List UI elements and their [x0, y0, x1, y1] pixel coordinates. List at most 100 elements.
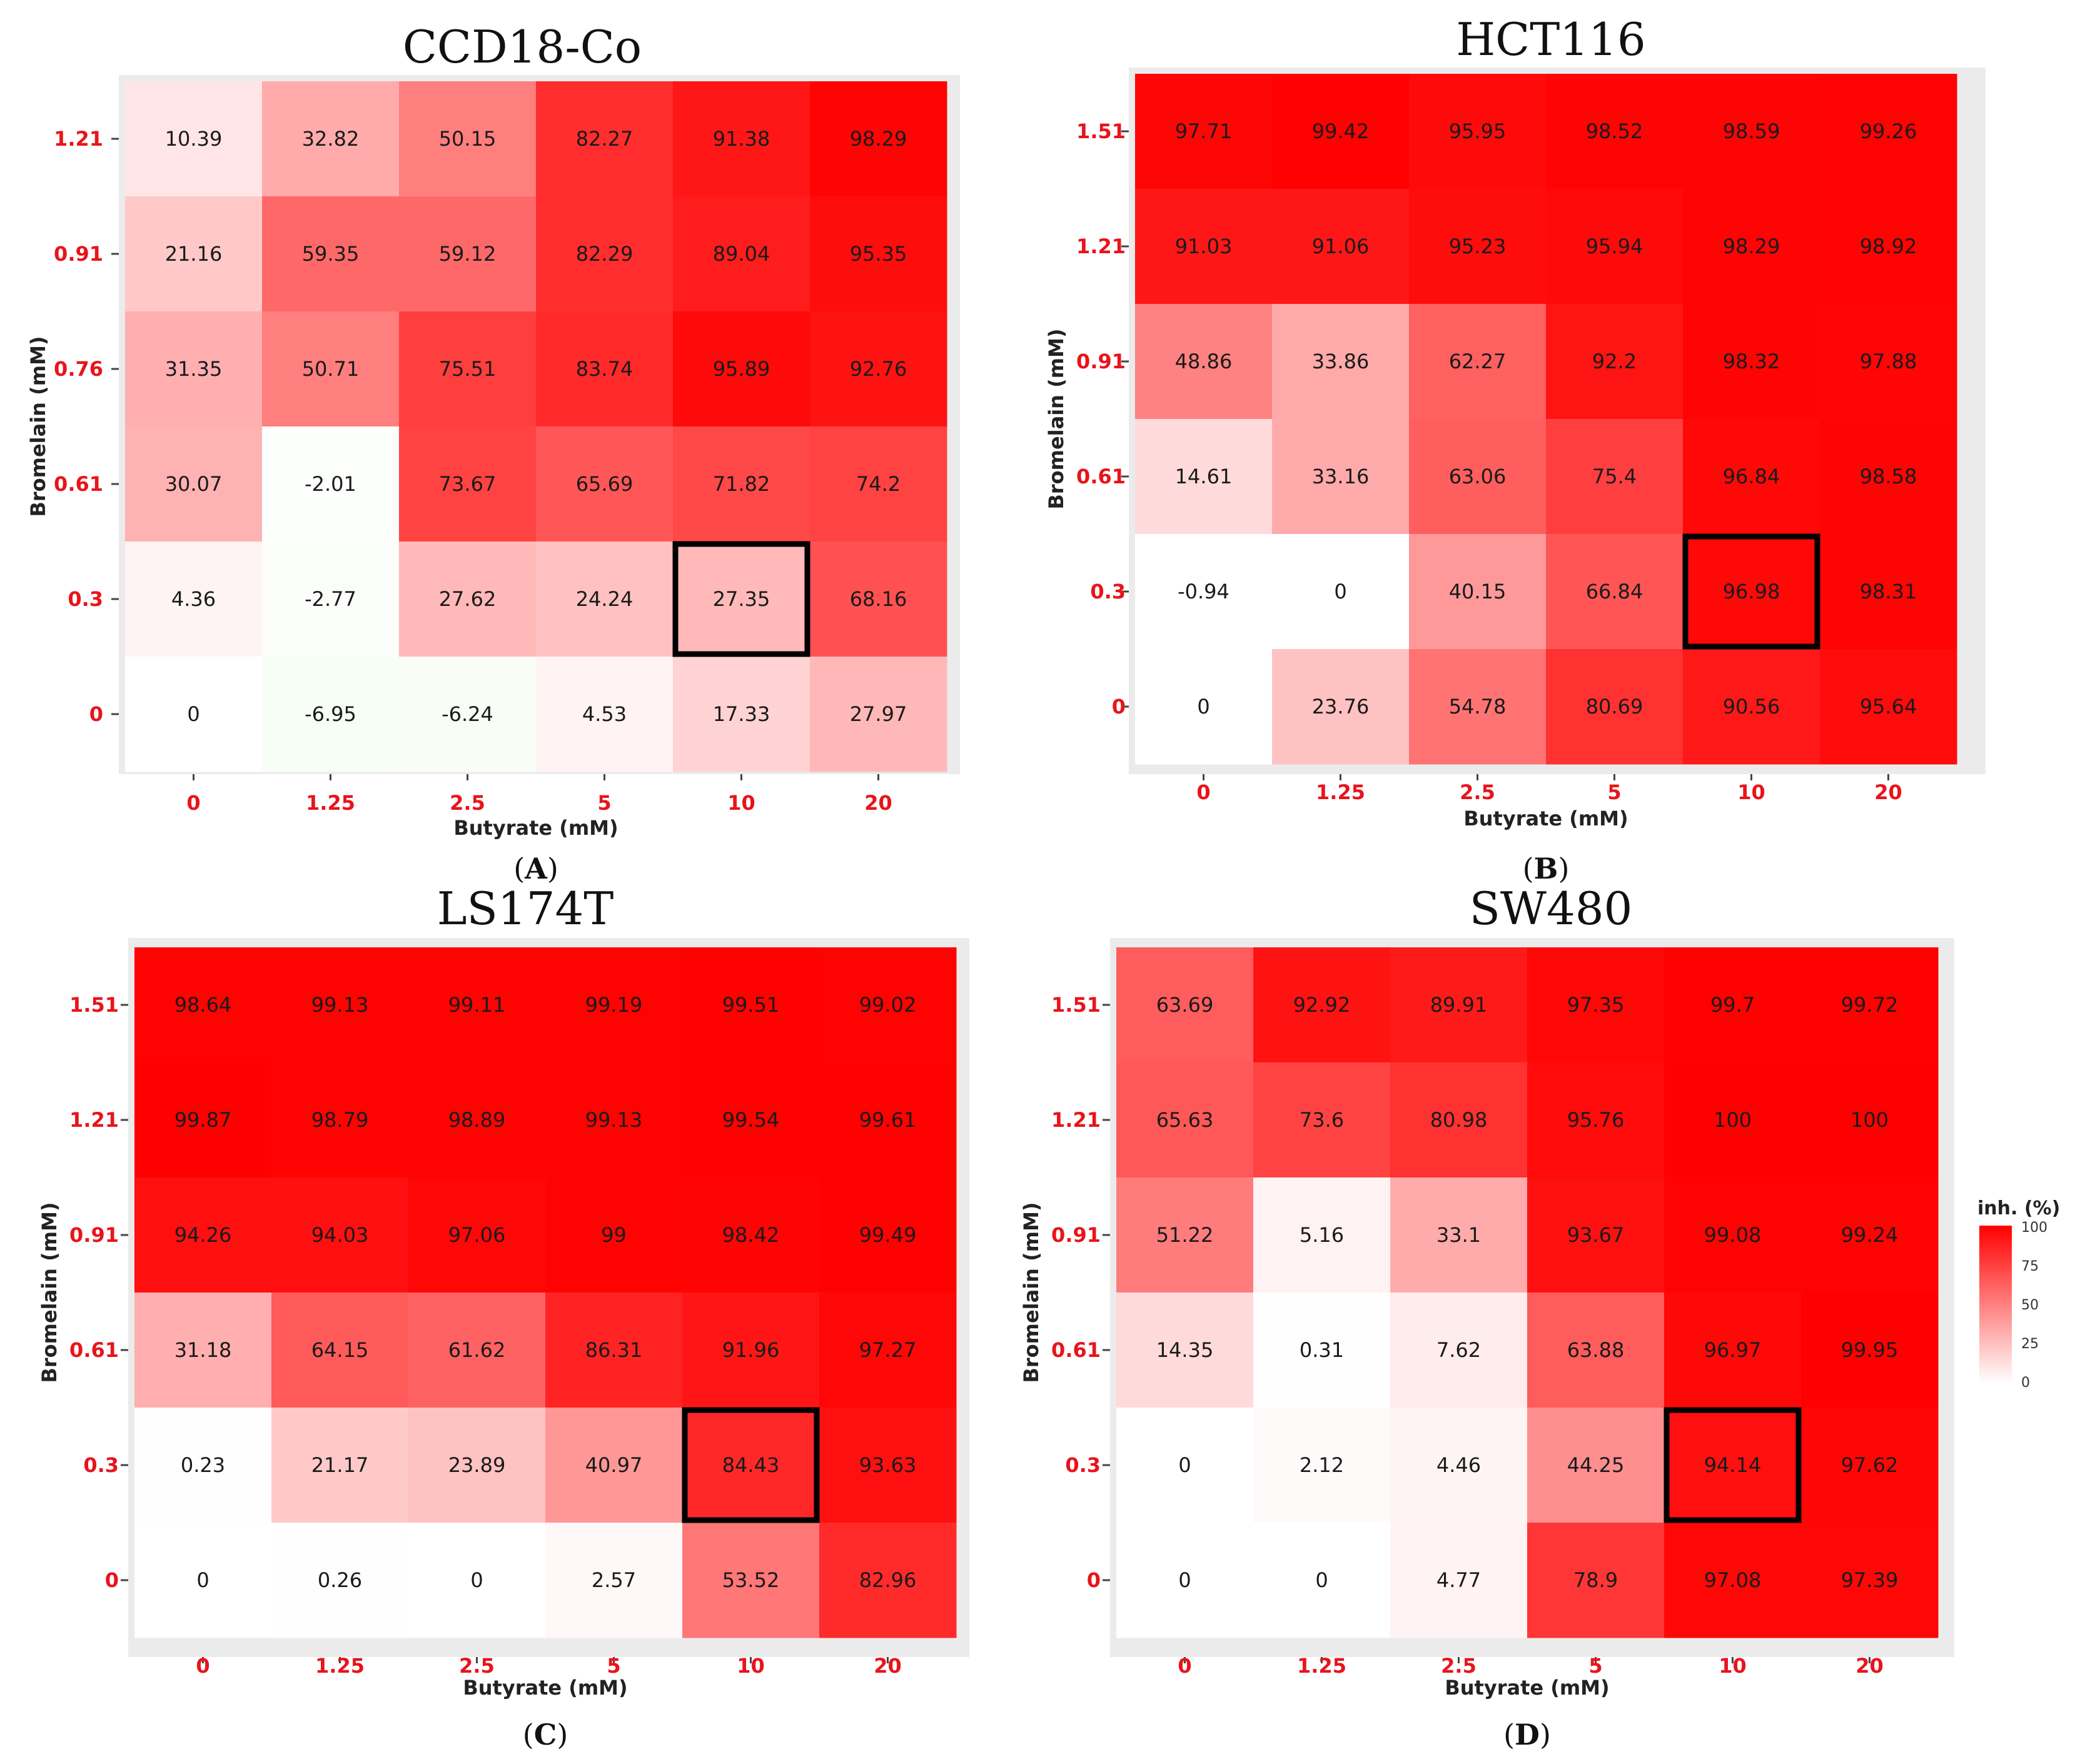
color-legend: inh. (%) 100 75 50 25 0 — [1977, 1197, 2060, 1391]
cell-value-label: 95.23 — [1449, 234, 1507, 258]
heatmap-cell — [1820, 649, 1957, 765]
cell-value-label: 98.31 — [1860, 580, 1917, 603]
cell-value-label: 93.63 — [859, 1453, 917, 1477]
y-tick-label: 1.21 — [54, 127, 103, 151]
heatmap-cell — [1801, 1523, 1939, 1638]
heatmap-cell — [810, 311, 947, 427]
y-axis-title: Bromelain (mM) — [38, 1202, 61, 1383]
heatmap-cell — [819, 1293, 957, 1408]
heatmap-cell — [134, 1293, 272, 1408]
y-tick-label: 1.51 — [1076, 119, 1126, 143]
cell-value-label: 0 — [470, 1568, 483, 1592]
cell-value-label: 99.54 — [722, 1108, 780, 1132]
caption-letter: A — [524, 852, 548, 885]
y-tick-label: 0 — [105, 1568, 119, 1592]
cell-value-label: 80.98 — [1430, 1108, 1488, 1132]
y-tick-label: 1.21 — [1051, 1108, 1101, 1132]
heatmap-cell — [810, 542, 947, 657]
heatmap-cell — [682, 1523, 820, 1638]
cell-value-label: 86.31 — [585, 1338, 643, 1362]
cell-value-label: 98.92 — [1860, 234, 1917, 258]
heatmap-cell — [408, 1293, 546, 1408]
legend-colorbar — [1979, 1226, 2012, 1383]
heatmap-cell — [1390, 1408, 1528, 1523]
cell-value-label: 99 — [601, 1223, 627, 1247]
cell-value-label: 92.92 — [1293, 993, 1351, 1017]
cell-value-label: 10.39 — [165, 127, 223, 151]
legend-tick-label: 0 — [2021, 1375, 2030, 1391]
heatmap-cell — [408, 1177, 546, 1293]
heatmap-cell — [1683, 304, 1820, 420]
cell-value-label: 99.95 — [1841, 1338, 1899, 1362]
y-axis-title: Bromelain (mM) — [1019, 1202, 1043, 1383]
heatmap-cell — [1664, 1293, 1802, 1408]
cell-value-label: 54.78 — [1449, 695, 1507, 718]
heatmap-cell — [399, 311, 537, 427]
heatmap-cell — [1116, 1408, 1254, 1523]
cell-value-label: 75.51 — [439, 357, 497, 381]
cell-value-label: 96.98 — [1723, 580, 1780, 603]
heatmap-cell — [125, 81, 263, 197]
cell-value-label: 50.15 — [439, 127, 497, 151]
heatmap-cell — [1409, 649, 1547, 765]
heatmap-cell — [1135, 534, 1273, 650]
heatmap-cell — [819, 1177, 957, 1293]
heatmap-cell — [399, 81, 537, 197]
caption-paren-close: ) — [1558, 852, 1569, 885]
cell-value-label: 30.07 — [165, 472, 223, 496]
cell-value-label: 27.35 — [713, 587, 770, 611]
heatmap-cell — [682, 1408, 820, 1523]
cell-value-label: 91.38 — [713, 127, 770, 151]
heatmap-cell — [134, 1408, 272, 1523]
highlight-box — [672, 541, 810, 657]
cell-value-label: 14.61 — [1175, 465, 1233, 488]
highlight-box — [682, 1407, 820, 1523]
y-axis-ticks: 1.51 1.21 0.91 0.61 0.3 0 — [1076, 119, 1129, 718]
x-tick-label: 5 — [597, 791, 611, 815]
heatmap-cell — [1527, 1523, 1665, 1638]
cell-value-label: 99.26 — [1860, 119, 1917, 143]
cell-value-label: 40.97 — [585, 1453, 643, 1477]
cell-value-label: 90.56 — [1723, 695, 1780, 718]
cell-value-label: 97.06 — [448, 1223, 506, 1247]
legend-tick-label: 75 — [2021, 1259, 2039, 1274]
heatmap-cell — [271, 1523, 409, 1638]
cell-value-label: 0.23 — [181, 1453, 225, 1477]
heatmap-cell — [673, 657, 810, 772]
cell-value-label: 100 — [1714, 1108, 1752, 1132]
cell-value-label: 95.94 — [1586, 234, 1643, 258]
heatmap-cell — [262, 311, 400, 427]
panel-title: SW480 — [1470, 882, 1633, 935]
x-axis-title: Butyrate (mM) — [1445, 1676, 1609, 1700]
y-tick-label: 0.61 — [1051, 1338, 1101, 1362]
caption-letter: B — [1534, 852, 1558, 885]
heatmap-cell — [1820, 534, 1957, 650]
heatmap-cell — [536, 81, 674, 197]
y-tick-label: 1.51 — [69, 993, 119, 1017]
y-tick-label: 0.61 — [1076, 465, 1126, 488]
cell-value-label: 59.35 — [302, 242, 360, 266]
y-tick-label: 0.91 — [54, 242, 103, 266]
x-axis-title: Butyrate (mM) — [453, 816, 618, 840]
heatmap-cells: 10.39 32.82 50.15 82.27 91.38 98.29 21.16 59.35… — [125, 81, 947, 772]
caption-paren-open: ( — [1503, 1718, 1515, 1751]
cell-value-label: 0.31 — [1300, 1338, 1344, 1362]
cell-value-label: 65.69 — [576, 472, 634, 496]
cell-value-label: 95.89 — [713, 357, 770, 381]
x-tick-label: 2.5 — [450, 791, 485, 815]
heatmap-panel-ls174t: LS174T 98.64 99.13 99.11 99.19 99.51 99.02 99.8… — [38, 882, 969, 1751]
cell-value-label: 40.15 — [1449, 580, 1507, 603]
heatmap-cell — [819, 1523, 957, 1638]
cell-value-label: 97.08 — [1704, 1568, 1762, 1592]
cell-value-label: 83.74 — [576, 357, 634, 381]
heatmap-cell — [1801, 1177, 1939, 1293]
cell-value-label: 4.77 — [1436, 1568, 1481, 1592]
heatmap-cell — [262, 81, 400, 197]
x-axis-title: Butyrate (mM) — [463, 1676, 627, 1700]
heatmap-cell — [1820, 304, 1957, 420]
cell-value-label: 97.62 — [1841, 1453, 1899, 1477]
heatmap-cell — [1390, 1523, 1528, 1638]
y-tick-label: 0.61 — [69, 1338, 119, 1362]
cell-value-label: 0 — [1178, 1453, 1191, 1477]
cell-value-label: 7.62 — [1436, 1338, 1481, 1362]
